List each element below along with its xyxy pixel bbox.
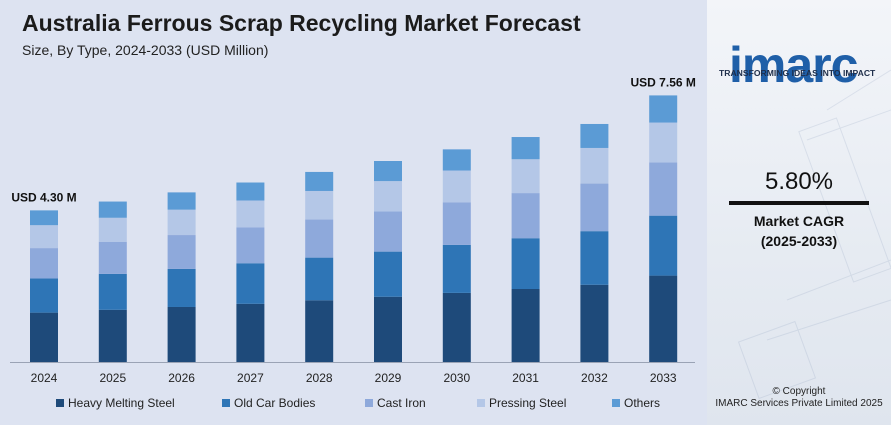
legend-item: Pressing Steel (477, 396, 566, 410)
bar-segment-2027-0 (236, 303, 265, 362)
x-tick-label-2031: 2031 (512, 371, 539, 385)
bar-segment-2024-1 (30, 278, 58, 313)
bar-segment-2031-4 (511, 137, 540, 160)
bar-segment-2025-4 (98, 201, 127, 218)
bar-segment-2033-4 (649, 95, 678, 123)
bar-segment-2026-2 (167, 235, 196, 269)
background-decoration (737, 69, 891, 400)
legend-label: Pressing Steel (489, 396, 567, 410)
legend-item: Heavy Melting Steel (56, 396, 175, 410)
bar-chart: 2024 2025 2026 2027 2028 2029 2030 2031 2032 2033… (10, 75, 696, 385)
x-tick-label-2032: 2032 (581, 371, 608, 385)
bar-segment-2025-0 (98, 309, 127, 362)
cagr-value: 5.80% (764, 168, 834, 195)
bar-segment-2032-3 (580, 147, 609, 184)
bar-segment-2024-3 (30, 225, 58, 249)
bar-segment-2028-1 (305, 257, 334, 301)
bar-segment-2027-4 (236, 182, 265, 201)
bar-segment-2030-1 (442, 244, 471, 293)
bar-segment-2027-1 (236, 263, 265, 304)
bar-segment-2026-3 (167, 209, 196, 236)
cagr-period: (2025-2033) (760, 233, 838, 249)
legend-label: Cast Iron (377, 396, 426, 410)
legend-swatch (612, 399, 620, 407)
data-label-2024: USD 4.30 M (11, 190, 76, 204)
bar-segment-2032-0 (580, 284, 609, 362)
bar-segment-2028-4 (305, 171, 334, 191)
bar-segment-2027-3 (236, 200, 265, 228)
bar-segment-2033-1 (649, 215, 678, 276)
bar-segment-2025-3 (98, 217, 127, 242)
bar-segment-2033-0 (649, 275, 678, 362)
legend-label: Heavy Melting Steel (68, 396, 175, 410)
logo-wordmark: imarc (729, 37, 858, 93)
cagr-divider (729, 201, 869, 205)
bar-segment-2032-1 (580, 231, 609, 285)
bar-segment-2028-3 (305, 190, 334, 220)
legend-label: Old Car Bodies (234, 396, 316, 410)
bar-segment-2024-0 (30, 312, 58, 362)
x-tick-label-2029: 2029 (375, 371, 402, 385)
bar-segment-2025-1 (98, 273, 127, 310)
bar-segment-2032-4 (580, 123, 609, 148)
bar-segment-2028-2 (305, 219, 334, 258)
bar-segment-2029-3 (374, 181, 402, 212)
bar-segment-2026-4 (167, 192, 196, 210)
bar-segment-2030-3 (442, 170, 471, 203)
bar-segment-2029-4 (374, 161, 402, 182)
data-label-2033: USD 7.56 M (631, 75, 696, 89)
bar-segment-2030-0 (442, 292, 471, 362)
bar-segment-2032-2 (580, 183, 609, 232)
chart-area: Australia Ferrous Scrap Recycling Market… (0, 10, 707, 414)
x-tick-label-2025: 2025 (99, 371, 126, 385)
copyright-owner: IMARC Services Private Limited 2025 (715, 398, 883, 409)
x-tick-label-2030: 2030 (443, 371, 470, 385)
legend-swatch (222, 399, 230, 407)
logo-tagline: TRANSFORMING IDEAS INTO IMPACT (719, 68, 876, 78)
bar-segment-2033-2 (649, 162, 678, 216)
bar-segment-2024-2 (30, 248, 58, 279)
bar-segment-2030-4 (442, 149, 471, 171)
copyright-symbol-line: © Copyright (772, 386, 826, 397)
legend-label: Others (624, 396, 661, 410)
bar-segment-2027-2 (236, 227, 265, 264)
bar-segment-2026-1 (167, 268, 196, 307)
bar-segment-2031-0 (511, 289, 540, 362)
bar-segment-2029-1 (374, 251, 402, 297)
legend-swatch (477, 399, 485, 407)
bar-segment-2031-1 (511, 238, 540, 290)
legend: Heavy Melting Steel Old Car Bodies Cast Ir… (0, 396, 707, 414)
bar-segment-2029-0 (374, 296, 402, 362)
x-tick-label-2028: 2028 (306, 371, 333, 385)
bar-segment-2029-2 (374, 211, 402, 252)
legend-item: Old Car Bodies (222, 396, 315, 410)
x-tick-label-2027: 2027 (237, 371, 264, 385)
legend-item: Others (612, 396, 660, 410)
chart-subtitle: Size, By Type, 2024-2033 (USD Million) (22, 42, 269, 58)
bar-segment-2033-3 (649, 122, 678, 163)
bar-segment-2025-2 (98, 241, 127, 274)
bar-segment-2030-2 (442, 202, 471, 245)
bar-segment-2024-4 (30, 210, 58, 226)
bar-segment-2028-0 (305, 300, 334, 362)
legend-item: Cast Iron (365, 396, 426, 410)
x-tick-label-2026: 2026 (168, 371, 195, 385)
chart-title: Australia Ferrous Scrap Recycling Market… (22, 10, 581, 36)
legend-swatch (365, 399, 373, 407)
bar-segment-2031-2 (511, 193, 540, 239)
imarc-logo: imarc (717, 22, 887, 90)
x-tick-label-2033: 2033 (650, 371, 677, 385)
legend-swatch (56, 399, 64, 407)
bar-segment-2031-3 (511, 159, 540, 194)
bar-segment-2026-0 (167, 306, 196, 362)
x-tick-label-2024: 2024 (31, 371, 58, 385)
cagr-label: Market CAGR (753, 213, 845, 229)
side-panel: imarc TRANSFORMING IDEAS INTO IMPACT 5.8… (707, 0, 891, 425)
